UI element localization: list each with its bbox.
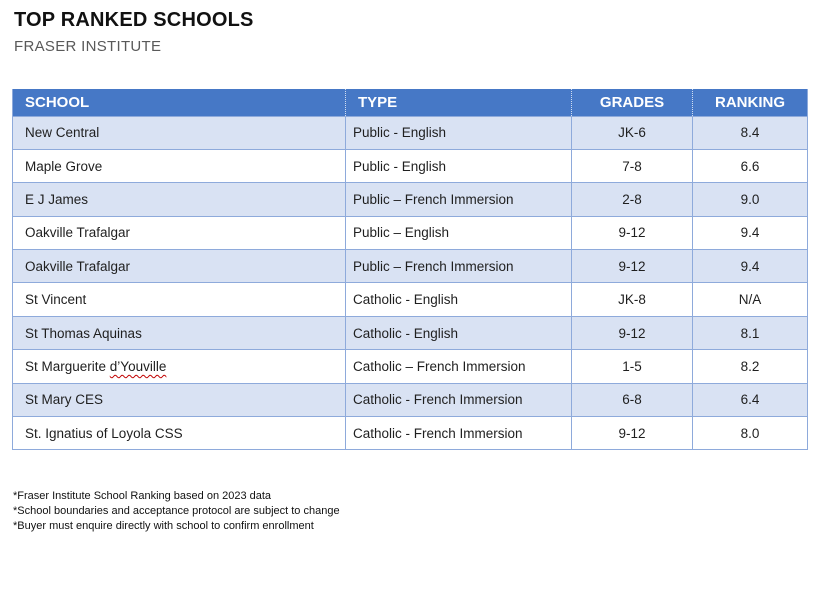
table-row: St Mary CES Catholic - French Immersion 6-… bbox=[12, 382, 808, 418]
table-header: SCHOOL TYPE GRADES RANKING bbox=[12, 89, 808, 116]
cell-school: Oakville Trafalgar bbox=[12, 249, 346, 284]
page-title: TOP RANKED SCHOOLS bbox=[14, 9, 254, 31]
cell-grades: 1-5 bbox=[571, 349, 693, 384]
cell-school: Oakville Trafalgar bbox=[12, 215, 346, 251]
cell-ranking: 9.4 bbox=[692, 215, 808, 251]
column-header-grades: GRADES bbox=[571, 89, 693, 116]
column-header-ranking: RANKING bbox=[692, 89, 808, 116]
table-row: St. Ignatius of Loyola CSS Catholic - Fre… bbox=[12, 416, 808, 451]
cell-school: New Central bbox=[12, 115, 346, 150]
column-header-type: TYPE bbox=[345, 89, 572, 116]
footnote: *Fraser Institute School Ranking based o… bbox=[13, 490, 272, 502]
cell-school: Maple Grove bbox=[12, 148, 346, 184]
cell-school: St Mary CES bbox=[12, 382, 346, 418]
cell-ranking: 6.4 bbox=[692, 382, 808, 418]
cell-grades: 9-12 bbox=[571, 215, 693, 251]
cell-school: E J James bbox=[12, 182, 346, 217]
cell-type: Public - English bbox=[345, 115, 572, 150]
table-header-row: SCHOOL TYPE GRADES RANKING bbox=[12, 89, 808, 116]
cell-grades: 7-8 bbox=[571, 148, 693, 184]
cell-type: Public – French Immersion bbox=[345, 182, 572, 217]
cell-type: Public – English bbox=[345, 215, 572, 251]
cell-ranking: 8.4 bbox=[692, 115, 808, 150]
table-row: St Thomas Aquinas Catholic - English 9-12 8… bbox=[12, 315, 808, 351]
cell-type: Catholic - French Immersion bbox=[345, 382, 572, 418]
table-row: Oakville Trafalgar Public – French Immers… bbox=[12, 249, 808, 284]
cell-school: St Vincent bbox=[12, 282, 346, 317]
cell-type: Public - English bbox=[345, 148, 572, 184]
cell-type: Catholic - French Immersion bbox=[345, 416, 572, 451]
column-header-school: SCHOOL bbox=[12, 89, 346, 116]
cell-grades: JK-8 bbox=[571, 282, 693, 317]
table-row: St Marguerite d’Youville Catholic – Frenc… bbox=[12, 349, 808, 384]
footnote: *School boundaries and acceptance protoc… bbox=[13, 505, 340, 517]
cell-ranking: 9.4 bbox=[692, 249, 808, 284]
cell-grades: 6-8 bbox=[571, 382, 693, 418]
cell-grades: 9-12 bbox=[571, 416, 693, 451]
cell-ranking: 8.0 bbox=[692, 416, 808, 451]
cell-type: Catholic - English bbox=[345, 315, 572, 351]
footnotes: *Fraser Institute School Ranking based o… bbox=[13, 489, 340, 534]
cell-type: Public – French Immersion bbox=[345, 249, 572, 284]
cell-school: St Thomas Aquinas bbox=[12, 315, 346, 351]
table-row: New Central Public - English JK-6 8.4 bbox=[12, 115, 808, 150]
schools-table: SCHOOL TYPE GRADES RANKING New Central Publi… bbox=[12, 89, 808, 451]
cell-ranking: 6.6 bbox=[692, 148, 808, 184]
cell-grades: 9-12 bbox=[571, 315, 693, 351]
cell-grades: 9-12 bbox=[571, 249, 693, 284]
footnote: *Buyer must enquire directly with school… bbox=[13, 520, 314, 532]
cell-ranking: 8.1 bbox=[692, 315, 808, 351]
table-row: Maple Grove Public - English 7-8 6.6 bbox=[12, 148, 808, 184]
cell-grades: 2-8 bbox=[571, 182, 693, 217]
table-row: E J James Public – French Immersion 2-8 9.0 bbox=[12, 182, 808, 217]
cell-ranking: 9.0 bbox=[692, 182, 808, 217]
cell-ranking: 8.2 bbox=[692, 349, 808, 384]
table-row: Oakville Trafalgar Public – English 9-12 9.… bbox=[12, 215, 808, 251]
misspelled-word: d’Youville bbox=[109, 358, 167, 374]
table-row: St Vincent Catholic - English JK-8 N/A bbox=[12, 282, 808, 317]
cell-ranking: N/A bbox=[692, 282, 808, 317]
cell-grades: JK-6 bbox=[571, 115, 693, 150]
cell-type: Catholic – French Immersion bbox=[345, 349, 572, 384]
table-body: New Central Public - English JK-6 8.4 Maple … bbox=[12, 115, 808, 451]
cell-type: Catholic - English bbox=[345, 282, 572, 317]
page-subtitle: FRASER INSTITUTE bbox=[14, 38, 162, 55]
cell-school: St. Ignatius of Loyola CSS bbox=[12, 416, 346, 451]
cell-school: St Marguerite d’Youville bbox=[12, 349, 346, 384]
